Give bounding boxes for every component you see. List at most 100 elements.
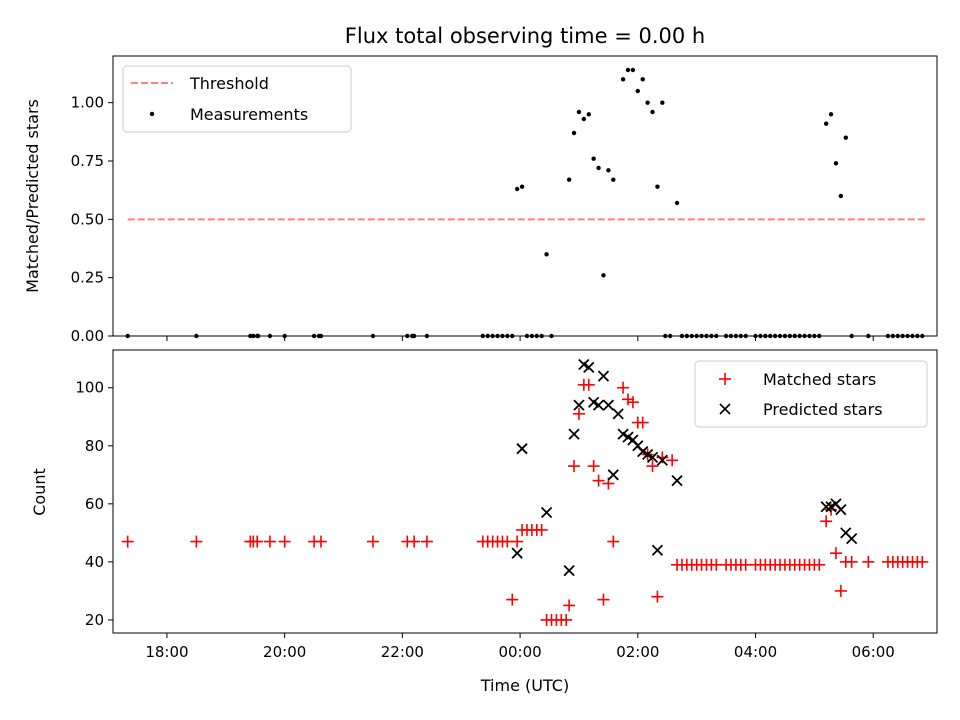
top-axes: 0.00 0.25 0.50 0.75 1.00 Matched/Predicted s…	[23, 55, 938, 345]
bottom-y-tick-label: 60	[85, 495, 104, 513]
matched-star-point	[506, 593, 519, 606]
predicted-star-point	[583, 361, 595, 374]
measurement-point	[566, 177, 572, 182]
predicted-star-point	[573, 399, 585, 411]
matched-star-point	[560, 613, 573, 626]
measurement-point	[833, 161, 839, 166]
predicted-star-point	[651, 544, 664, 556]
measurement-point	[596, 165, 601, 171]
measurement-point	[650, 109, 655, 115]
measurement-point	[660, 100, 665, 105]
matched-legend-swatch	[719, 373, 731, 385]
x-tick-label: 18:00	[145, 643, 188, 661]
top-y-tick-label: 0.75	[71, 152, 104, 170]
measurements-legend-swatch	[149, 111, 155, 117]
predicted-star-point	[835, 504, 847, 516]
matched-star-point	[420, 535, 433, 548]
bottom-axes: 20 40 60 80 100 18:00 20:00 22:00 00:00 02:00 04:0…	[30, 349, 938, 695]
predicted-star-point	[511, 547, 523, 559]
matched-star-point	[121, 535, 134, 548]
matched-star-point	[617, 381, 630, 394]
matched-star-point	[278, 535, 291, 548]
measurement-point	[843, 135, 848, 140]
bottom-y-tick-label: 20	[85, 611, 104, 629]
matched-star-point	[845, 555, 858, 568]
bottom-y-tick-label: 40	[85, 553, 104, 571]
matched-star-point	[582, 378, 595, 391]
measurement-point	[655, 184, 660, 189]
matched-star-point	[607, 535, 620, 548]
predicted-star-point	[846, 533, 858, 545]
matched-star-point	[366, 535, 379, 548]
bottom-axis-ticks: 20 40 60 80 100 18:00 20:00 22:00 00:00 02:00 04:0…	[75, 379, 894, 661]
figure-title: Flux total observing time = 0.00 h	[345, 24, 705, 48]
bottom-y-tick-label: 100	[75, 379, 104, 397]
predicted-legend-label: Predicted stars	[763, 400, 883, 419]
matched-star-point	[572, 407, 585, 420]
measurement-point	[640, 77, 645, 82]
x-tick-label: 06:00	[852, 643, 895, 661]
matched-star-point	[626, 396, 639, 409]
measurement-point	[576, 109, 582, 115]
matched-star-point	[636, 416, 649, 429]
measurement-point	[635, 88, 641, 94]
top-y-tick-label: 0.25	[71, 269, 104, 287]
top-y-tick-label: 0.00	[71, 327, 104, 345]
matched-star-point	[916, 555, 929, 568]
measurements-legend-label: Measurements	[190, 105, 308, 124]
predicted-star-point	[656, 454, 668, 466]
x-tick-label: 02:00	[616, 643, 659, 661]
bottom-y-axis-label: Count	[30, 468, 49, 516]
matched-star-point	[834, 584, 847, 597]
predicted-star-point	[516, 443, 528, 455]
predicted-star-point	[607, 469, 619, 481]
predicted-star-point	[597, 370, 610, 382]
matched-star-point	[862, 555, 875, 568]
matched-star-point	[813, 558, 826, 571]
measurement-point	[544, 252, 549, 257]
top-axes-frame	[112, 55, 938, 337]
x-tick-label: 20:00	[263, 643, 306, 661]
predicted-star-point	[820, 501, 832, 513]
matched-star-point	[587, 460, 600, 473]
matched-star-point	[251, 535, 264, 548]
x-axis-label: Time (UTC)	[480, 676, 569, 695]
measurement-point	[838, 193, 844, 199]
measurement-point	[674, 200, 680, 206]
bottom-plot-marks	[121, 358, 929, 626]
top-legend[interactable]: Threshold Measurements	[122, 65, 352, 133]
matched-star-point	[535, 523, 548, 536]
bottom-legend-frame	[694, 360, 928, 428]
top-y-axis-label: Matched/Predicted stars	[23, 99, 42, 293]
measurement-point	[606, 168, 611, 173]
top-axis-ticks: 0.00 0.25 0.50 0.75 1.00	[71, 94, 874, 345]
threshold-legend-label: Threshold	[189, 74, 269, 93]
x-tick-label: 00:00	[498, 643, 541, 661]
matched-star-point	[622, 393, 634, 406]
top-y-tick-label: 1.00	[71, 94, 104, 112]
measurement-point	[601, 273, 606, 278]
bottom-axes-frame	[112, 349, 938, 634]
matched-star-point	[563, 599, 576, 612]
predicted-star-point	[612, 408, 624, 420]
measurement-point	[581, 116, 587, 122]
matched-legend-label: Matched stars	[763, 370, 876, 389]
measurement-point	[620, 77, 626, 82]
bottom-legend[interactable]: Matched stars Predicted stars	[694, 360, 928, 428]
predicted-star-point	[646, 451, 659, 464]
measurement-point	[828, 112, 834, 117]
predicted-star-point	[568, 428, 580, 440]
measurement-point	[630, 67, 636, 73]
bottom-y-tick-label: 80	[85, 437, 104, 455]
matched-star-point	[820, 515, 833, 528]
measurement-point	[645, 100, 650, 105]
measurement-point	[611, 177, 616, 182]
x-tick-label: 22:00	[381, 643, 424, 661]
matched-star-point	[592, 474, 605, 487]
measurement-point	[514, 186, 520, 192]
matched-star-point	[651, 590, 664, 603]
predicted-legend-swatch	[719, 403, 731, 415]
measurement-point	[519, 184, 525, 189]
matched-star-point	[646, 460, 659, 473]
